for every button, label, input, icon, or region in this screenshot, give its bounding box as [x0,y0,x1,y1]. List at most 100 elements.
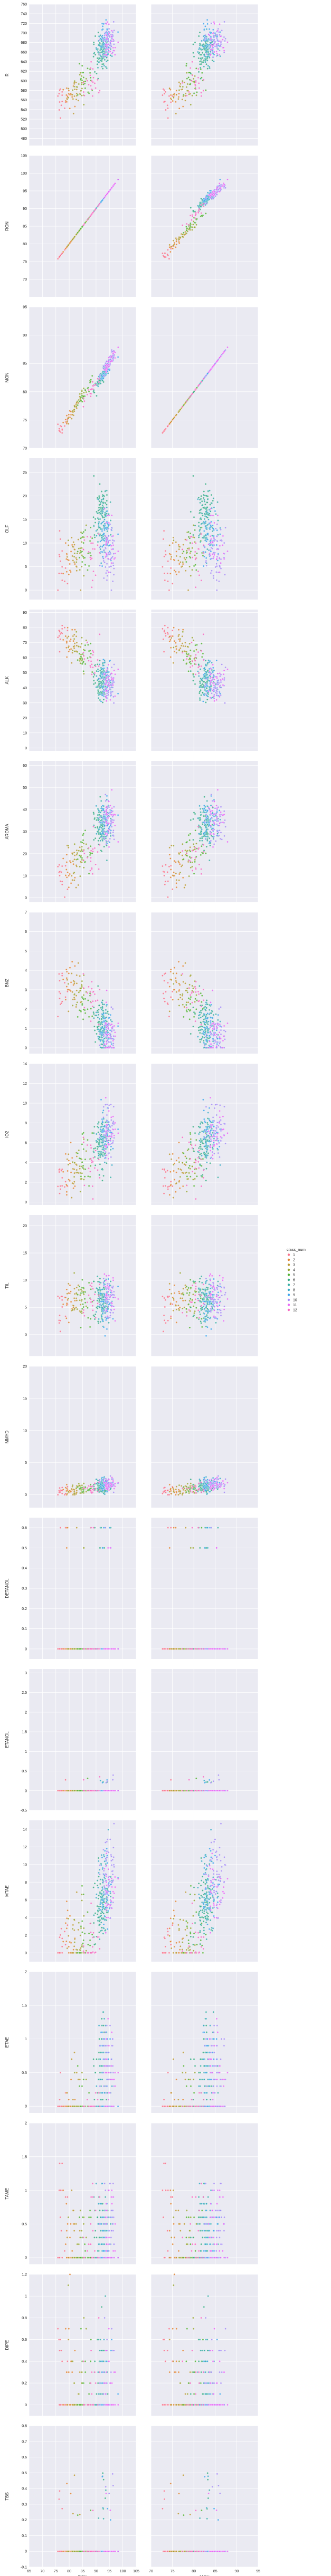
data-point-class-7 [101,65,103,68]
data-point-class-10 [210,22,212,25]
data-point-class-11 [213,522,215,524]
data-point-class-6 [200,694,202,697]
data-point-class-2 [182,876,184,879]
data-point-class-2 [173,871,175,874]
data-point-class-5 [90,1008,92,1010]
data-point-class-9 [209,189,211,192]
data-point-class-2 [68,573,70,576]
data-point-class-2 [182,563,184,565]
data-point-class-12 [97,851,99,853]
data-point-class-3 [172,239,175,242]
data-point-class-11 [226,841,229,843]
data-point-class-6 [192,209,194,212]
data-point-class-11 [218,54,221,56]
data-point-class-10 [214,807,216,809]
data-point-class-6 [192,818,194,820]
data-point-class-10 [214,45,216,47]
data-point-class-10 [215,812,217,814]
data-point-class-8 [98,809,100,812]
data-point-class-5 [187,653,190,655]
data-point-class-1 [61,972,63,975]
data-point-class-9 [101,804,104,807]
data-point-class-5 [87,569,89,571]
data-point-class-12 [97,544,99,546]
data-point-class-5 [90,555,92,557]
data-point-class-2 [175,886,178,889]
y-tick-label: 0 [25,589,27,593]
data-point-class-11 [212,32,214,34]
data-point-class-12 [203,659,205,661]
data-point-class-3 [66,636,69,639]
data-point-class-8 [97,817,99,819]
data-point-class-6 [94,518,97,520]
data-point-class-12 [83,658,86,660]
data-point-class-11 [211,809,213,812]
y-tick-label: 75 [23,419,27,422]
data-point-class-5 [183,94,185,96]
data-point-class-12 [90,536,92,538]
data-point-class-7 [211,502,213,504]
data-point-class-3 [178,548,180,551]
data-point-class-12 [94,87,97,89]
data-point-class-10 [102,37,105,40]
data-point-class-2 [70,981,72,983]
data-point-class-4 [67,417,70,420]
data-point-class-3 [178,81,180,83]
data-point-class-9 [117,31,119,33]
data-point-class-6 [93,534,96,536]
data-point-class-3 [73,642,76,644]
data-point-class-4 [80,565,83,568]
data-point-class-5 [82,839,84,841]
data-point-class-1 [59,89,61,91]
data-point-class-6 [93,475,95,477]
data-point-class-7 [215,513,217,515]
y-tick-label: 480 [21,137,27,141]
data-point-class-12 [203,79,205,81]
data-point-class-8 [106,506,108,508]
data-point-class-11 [218,182,221,185]
data-point-class-11 [210,824,212,827]
data-point-class-8 [205,515,207,518]
data-point-class-10 [213,698,215,700]
data-point-class-10 [205,37,207,40]
data-point-class-5 [189,660,192,663]
data-point-class-12 [83,94,86,97]
data-point-class-7 [205,507,207,509]
panel-bnz-vs-ron [29,912,137,1054]
data-point-class-9 [101,377,103,379]
data-point-class-3 [72,112,75,115]
data-point-class-3 [79,846,81,848]
data-point-class-12 [194,83,196,86]
data-point-class-4 [182,236,184,238]
data-point-class-12 [88,847,90,849]
data-point-class-2 [71,96,73,98]
panel-olf-vs-ron [29,458,137,600]
data-point-class-4 [178,853,181,855]
data-point-class-9 [219,178,221,181]
data-point-class-3 [184,100,186,102]
data-point-class-7 [97,819,100,822]
data-point-class-3 [168,544,171,546]
data-point-class-6 [200,495,202,497]
data-point-class-12 [92,81,94,83]
data-point-class-4 [78,850,80,852]
data-point-class-9 [202,833,205,835]
y-tick-label: 75 [23,261,27,264]
data-point-class-6 [101,701,104,703]
data-point-class-11 [109,558,111,561]
data-point-class-4 [71,238,74,240]
data-point-class-2 [175,571,177,573]
data-point-class-6 [92,683,95,686]
y-tick-label: 0 [25,896,27,900]
data-point-class-8 [219,818,221,821]
data-point-class-4 [80,653,82,655]
data-point-class-5 [189,833,192,835]
data-point-class-5 [188,839,191,841]
data-point-class-5 [185,64,187,67]
data-point-class-5 [185,63,188,65]
data-point-class-10 [212,198,214,200]
data-point-class-9 [206,538,209,541]
data-point-class-9 [202,821,204,824]
data-point-class-11 [226,346,229,349]
data-point-class-11 [220,187,222,189]
